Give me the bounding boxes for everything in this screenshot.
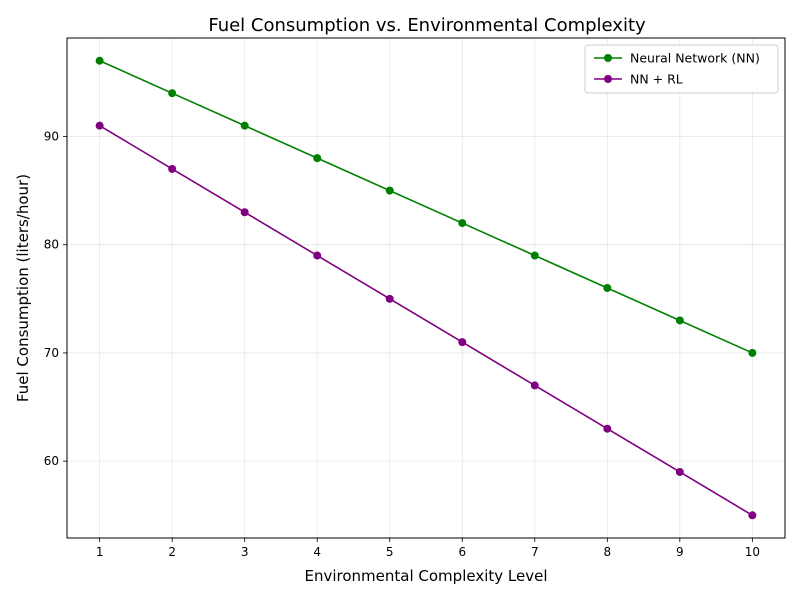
data-point <box>313 154 322 163</box>
data-point <box>530 381 539 390</box>
x-tick-label: 1 <box>96 545 104 559</box>
data-point <box>95 56 104 65</box>
x-tick-label: 5 <box>386 545 394 559</box>
data-point <box>95 121 104 130</box>
x-tick-label: 4 <box>313 545 321 559</box>
y-tick-label: 70 <box>44 346 59 360</box>
plot-frame <box>66 37 786 539</box>
x-tick-label: 9 <box>676 545 684 559</box>
x-axis-label: Environmental Complexity Level <box>305 567 548 585</box>
data-point <box>385 294 394 303</box>
data-point <box>748 511 757 520</box>
data-point <box>313 251 322 260</box>
legend-marker <box>604 75 612 83</box>
data-point <box>603 284 612 292</box>
x-tick-label: 10 <box>745 545 760 559</box>
data-point <box>675 467 684 476</box>
x-tick-label: 6 <box>458 545 466 559</box>
data-point <box>530 251 539 260</box>
x-tick-label: 3 <box>241 545 249 559</box>
series-layer <box>95 56 757 520</box>
legend-box <box>584 44 779 94</box>
series-0 <box>95 56 757 357</box>
legend-label: Neural Network (NN) <box>630 51 760 66</box>
y-tick-label: 80 <box>44 238 59 252</box>
legend-item: Neural Network (NN) <box>594 51 760 66</box>
data-point <box>458 338 467 347</box>
chart-title: Fuel Consumption vs. Environmental Compl… <box>208 15 646 36</box>
data-point <box>168 164 177 173</box>
series-line <box>99 59 753 354</box>
data-point <box>385 186 394 195</box>
data-point <box>748 348 757 357</box>
data-point <box>240 121 249 130</box>
x-tick-label: 2 <box>168 545 176 559</box>
data-point <box>603 424 612 433</box>
x-tick-label: 7 <box>531 545 539 559</box>
y-tick-label: 90 <box>44 129 59 143</box>
legend-marker <box>604 54 612 62</box>
ticks: 1 2 3 4 5 6 7 8 9 10 60 70 80 90 <box>44 129 760 559</box>
data-point <box>458 219 467 228</box>
series-1 <box>95 121 757 520</box>
grid <box>67 38 785 538</box>
series-line <box>99 124 753 516</box>
data-point <box>240 208 249 217</box>
data-point <box>675 316 684 325</box>
legend: Neural Network (NN) NN + RL <box>584 44 779 94</box>
legend-label: NN + RL <box>630 72 683 87</box>
legend-item: NN + RL <box>594 72 683 87</box>
data-point <box>168 89 177 98</box>
y-axis-label: Fuel Consumption (liters/hour) <box>14 174 32 402</box>
x-tick-label: 8 <box>603 545 611 559</box>
y-tick-label: 60 <box>44 454 59 468</box>
